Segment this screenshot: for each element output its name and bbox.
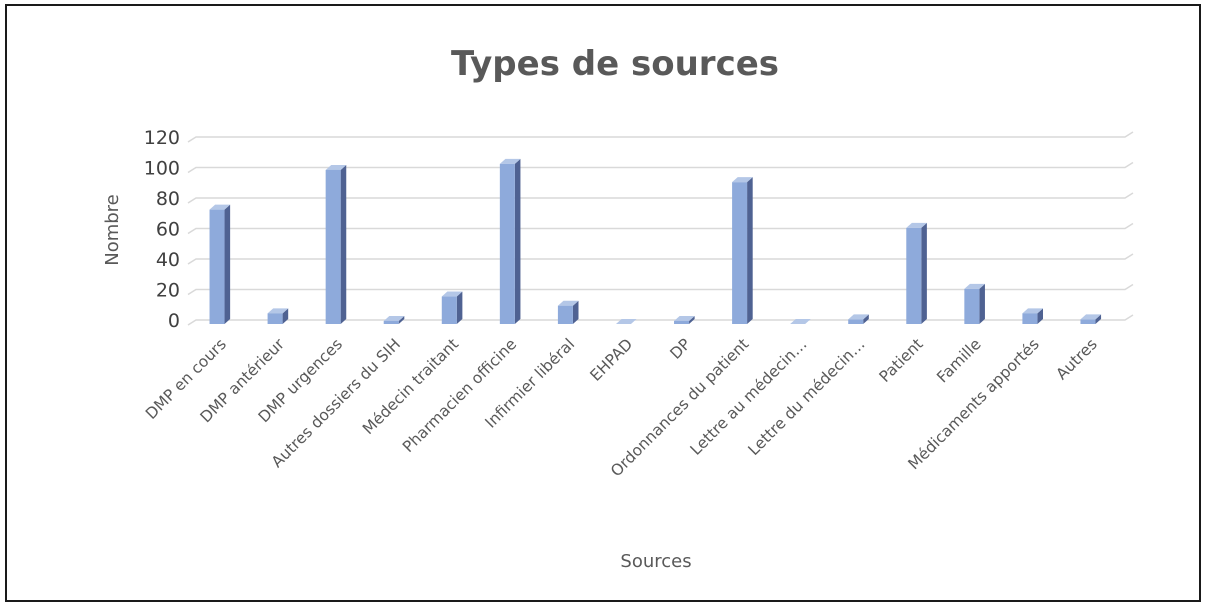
bar	[1080, 314, 1102, 324]
gridline	[187, 253, 1134, 265]
bar	[209, 204, 231, 324]
bar-side	[1037, 308, 1044, 324]
bar-side	[747, 177, 753, 324]
bar-side	[979, 283, 985, 324]
bar-front	[964, 288, 980, 324]
bar-top	[964, 283, 985, 289]
bar-top	[615, 319, 637, 324]
bar-side	[689, 315, 695, 324]
bar	[325, 164, 347, 324]
bar-side	[282, 308, 289, 324]
y-tick-label: 120	[144, 127, 180, 149]
bar-top	[557, 300, 579, 306]
x-tick-label: Autres	[1053, 335, 1101, 383]
bar-front	[557, 305, 573, 324]
bar-front	[848, 319, 864, 324]
gridline	[187, 314, 1134, 326]
x-tick-label: Pharmacien officine	[399, 335, 520, 456]
bar-top	[209, 204, 231, 210]
bar-top	[848, 314, 869, 320]
bar-side	[572, 300, 579, 324]
bar	[732, 177, 753, 324]
bar-top	[499, 158, 521, 164]
y-tick-label: 80	[156, 188, 180, 210]
x-tick-label: Famille	[933, 335, 984, 386]
bar-top	[790, 319, 811, 324]
bar-front	[1080, 319, 1096, 324]
chart-frame	[5, 4, 1201, 602]
y-axis-ticks: 0 20 40 60 80 100 120	[144, 127, 180, 332]
bar	[906, 222, 927, 324]
y-tick-label: 0	[168, 310, 180, 332]
bar-front	[383, 320, 399, 324]
y-tick-label: 20	[156, 280, 180, 302]
bar-side	[224, 204, 231, 324]
bar-top	[383, 315, 405, 321]
gridline	[187, 283, 1134, 296]
bar-front	[209, 209, 225, 324]
bar-side	[340, 164, 347, 324]
bar-side	[456, 291, 463, 324]
bar-side	[863, 314, 869, 324]
bar-front	[732, 182, 748, 324]
bar	[441, 291, 463, 324]
bars	[209, 158, 1102, 324]
bar-front	[906, 227, 922, 324]
bar	[674, 315, 695, 324]
x-tick-label: Lettre du médecin…	[745, 335, 869, 459]
y-tick-label: 40	[156, 249, 180, 271]
bar-front	[267, 313, 283, 324]
gridline	[187, 222, 1134, 235]
gridlines	[187, 131, 1134, 326]
bar-side	[514, 158, 521, 324]
bar-top	[267, 308, 289, 314]
bar-top	[1080, 314, 1102, 320]
bar	[557, 300, 579, 324]
bar-side	[398, 315, 405, 324]
bar-front	[499, 163, 515, 324]
x-tick-label: Patient	[876, 335, 927, 386]
bar-top	[674, 315, 695, 321]
gridline	[187, 131, 1134, 143]
x-tick-label: EHPAD	[587, 335, 637, 385]
y-axis-title: Nombre	[102, 194, 123, 266]
bar-top	[906, 222, 927, 228]
y-tick-label: 60	[156, 219, 180, 241]
bar	[267, 308, 289, 324]
y-tick-label: 100	[144, 158, 180, 180]
bar	[964, 283, 985, 324]
gridline	[187, 161, 1134, 174]
x-tick-label: DP	[667, 335, 695, 363]
bar	[615, 319, 637, 324]
bar-front	[674, 320, 690, 324]
bar-front	[325, 169, 341, 324]
bar	[499, 158, 521, 324]
bar-top	[325, 164, 347, 170]
gridline	[187, 192, 1134, 204]
bar	[790, 319, 811, 324]
x-axis-title: Sources	[620, 551, 691, 572]
bar-top	[732, 177, 753, 183]
x-tick-label: Lettre au médecin…	[687, 335, 811, 459]
bar	[1022, 308, 1044, 324]
bar-front	[441, 296, 457, 324]
bar-side	[921, 222, 927, 324]
bar-top	[1022, 308, 1044, 314]
bar-front	[1022, 313, 1038, 324]
bar	[848, 314, 869, 324]
chart-title: Types de sources	[451, 44, 779, 84]
bar-side	[1095, 314, 1102, 324]
bar	[383, 315, 405, 324]
bar-top	[441, 291, 463, 297]
